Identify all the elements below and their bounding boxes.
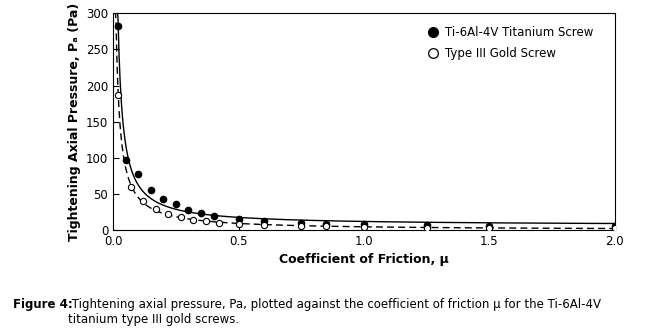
Y-axis label: Tightening Axial Pressure, Pₐ (Pa): Tightening Axial Pressure, Pₐ (Pa) xyxy=(67,3,81,241)
Text: Figure 4:: Figure 4: xyxy=(13,298,72,311)
X-axis label: Coefficient of Friction, μ: Coefficient of Friction, μ xyxy=(279,254,449,266)
Legend: Ti-6Al-4V Titanium Screw, Type III Gold Screw: Ti-6Al-4V Titanium Screw, Type III Gold … xyxy=(430,25,594,60)
Text: Tightening axial pressure, Pa, plotted against the coefficient of friction μ for: Tightening axial pressure, Pa, plotted a… xyxy=(68,298,601,326)
